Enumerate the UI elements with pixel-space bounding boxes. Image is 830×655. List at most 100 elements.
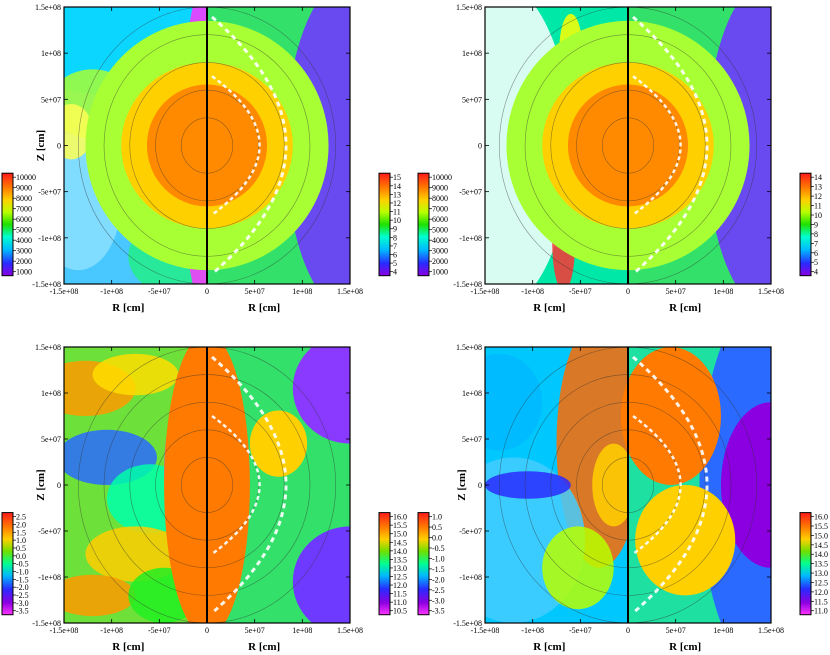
- contour-line: [78, 7, 336, 284]
- velocity-arrows: [632, 75, 682, 216]
- plot-area: [64, 7, 350, 284]
- left-colorbar-label: -2.5: [16, 591, 29, 600]
- left-region: [542, 526, 614, 610]
- x-tick-label: 5e+07: [245, 287, 265, 296]
- left-colorbar-label: 7000: [16, 205, 32, 214]
- plot-area: [485, 7, 771, 284]
- y-tick-label: 0: [57, 481, 61, 490]
- contour-line: [499, 7, 757, 284]
- x-tick-label: 5e+07: [245, 626, 265, 635]
- x-tick-label: -5e+07: [148, 287, 171, 296]
- left-region: [92, 353, 179, 396]
- right-colorbar-label: 4: [814, 268, 818, 277]
- y-tick-label: -5e+07: [459, 188, 482, 197]
- left-region: [64, 574, 136, 617]
- y-tick-label: -5e+07: [38, 527, 61, 536]
- x-tick-label: 1.5e+08: [337, 626, 363, 635]
- left-region: [485, 353, 543, 451]
- x-tick-label: 1.5e+08: [758, 287, 784, 296]
- left-colorbar-label: 0.5: [432, 523, 442, 532]
- left-colorbar-bar: [417, 512, 430, 616]
- x-tick-label: 1.5e+08: [337, 287, 363, 296]
- left-region: [85, 526, 186, 582]
- left-colorbar-label: 4000: [16, 236, 32, 245]
- x-tick-label: -5e+07: [148, 626, 171, 635]
- right-colorbar-label: 15.5: [814, 522, 828, 531]
- right-colorbar-label: 14.5: [393, 538, 407, 547]
- right-colorbar-label: 14.5: [814, 541, 828, 550]
- left-colorbar-label: 10000: [432, 173, 452, 182]
- x-tick-label: -1.5e+08: [471, 287, 500, 296]
- x-tick-label: -1e+08: [100, 287, 123, 296]
- left-colorbar-label: -1.5: [432, 565, 445, 574]
- right-colorbar-bar: [799, 172, 812, 277]
- x-tick-label: 1e+08: [292, 626, 312, 635]
- velocity-arrows: [211, 414, 261, 556]
- right-colorbar-label: 10: [393, 216, 401, 225]
- velocity-arrows: [632, 355, 709, 615]
- y-tick-label: 0: [478, 481, 482, 490]
- right-colorbar-label: 14: [814, 173, 822, 182]
- left-colorbar-bar: [1, 512, 14, 616]
- left-colorbar-label: 2000: [16, 257, 32, 266]
- right-colorbar-label: 13: [814, 183, 822, 192]
- x-axis-label-right: R [cm]: [248, 641, 280, 653]
- x-tick-label: 5e+07: [666, 287, 686, 296]
- left-colorbar-label: 1000: [432, 268, 448, 277]
- contour-line: [499, 347, 757, 623]
- y-axis-label: Z [cm]: [456, 469, 468, 500]
- left-region: [64, 103, 93, 160]
- y-tick-label: 5e+07: [41, 95, 61, 104]
- right-colorbar-label: 12: [393, 199, 401, 208]
- left-colorbar-label: 1000: [16, 268, 32, 277]
- right-region: [292, 347, 350, 444]
- left-colorbar-label: 5000: [16, 226, 32, 235]
- x-axis-label-left: R [cm]: [112, 302, 144, 314]
- right-colorbar-label: 8: [814, 230, 818, 239]
- right-colorbar-label: 5: [393, 259, 397, 268]
- left-colorbar-label: 0.0: [16, 552, 26, 561]
- y-tick-label: -1e+08: [459, 573, 482, 582]
- left-colorbar-label: -1.5: [16, 575, 29, 584]
- left-colorbar-label: -1.0: [432, 554, 445, 563]
- y-tick-label: 1.5e+08: [456, 3, 482, 12]
- panel-top-right: -1.5e+08 -1e+08 -5e+07 0 5e+07 1e+08 1.5e+08 1.…: [417, 3, 822, 314]
- x-tick-label: 1e+08: [292, 287, 312, 296]
- right-colorbar-label: 9: [393, 225, 397, 234]
- right-colorbar-label: 7: [393, 242, 397, 251]
- y-tick-label: 1e+08: [41, 49, 61, 58]
- right-colorbar-label: 12.5: [393, 572, 407, 581]
- left-colorbar-label: 8000: [432, 194, 448, 203]
- y-tick-label: -1e+08: [459, 234, 482, 243]
- right-colorbar-label: 6: [814, 249, 818, 258]
- plot-area: [64, 347, 350, 623]
- y-tick-label: 5e+07: [462, 435, 482, 444]
- right-colorbar-label: 10: [814, 211, 822, 220]
- right-colorbar-label: 11: [393, 208, 401, 217]
- y-tick-label: 0: [57, 142, 61, 151]
- left-colorbar-label: 6000: [432, 215, 448, 224]
- x-tick-label: 0: [626, 287, 630, 296]
- x-tick-label: -1.5e+08: [50, 626, 79, 635]
- left-colorbar-bar: [417, 172, 430, 277]
- y-axis-label: Z [cm]: [35, 469, 47, 500]
- right-colorbar-label: 12.0: [393, 581, 407, 590]
- right-colorbar-label: 15.0: [814, 531, 828, 540]
- left-colorbar-label: 1.0: [16, 536, 26, 545]
- velocity-arrows: [632, 414, 682, 556]
- left-colorbar-label: -2.5: [432, 586, 445, 595]
- left-colorbar-label: -3.5: [16, 607, 29, 616]
- velocity-arrows: [211, 15, 288, 276]
- left-colorbar-label: -3.0: [16, 599, 29, 608]
- right-region: [292, 526, 350, 623]
- y-tick-label: 1.5e+08: [35, 343, 61, 352]
- left-colorbar-label: -2.0: [16, 583, 29, 592]
- right-colorbar-label: 14: [393, 182, 401, 191]
- left-colorbar-label: -1.0: [16, 568, 29, 577]
- left-colorbar-label: -3.5: [432, 607, 445, 616]
- y-tick-label: -5e+07: [38, 188, 61, 197]
- right-colorbar-label: 6: [393, 251, 397, 260]
- y-tick-label: -1.5e+08: [453, 280, 482, 289]
- left-colorbar-label: -3.0: [432, 596, 445, 605]
